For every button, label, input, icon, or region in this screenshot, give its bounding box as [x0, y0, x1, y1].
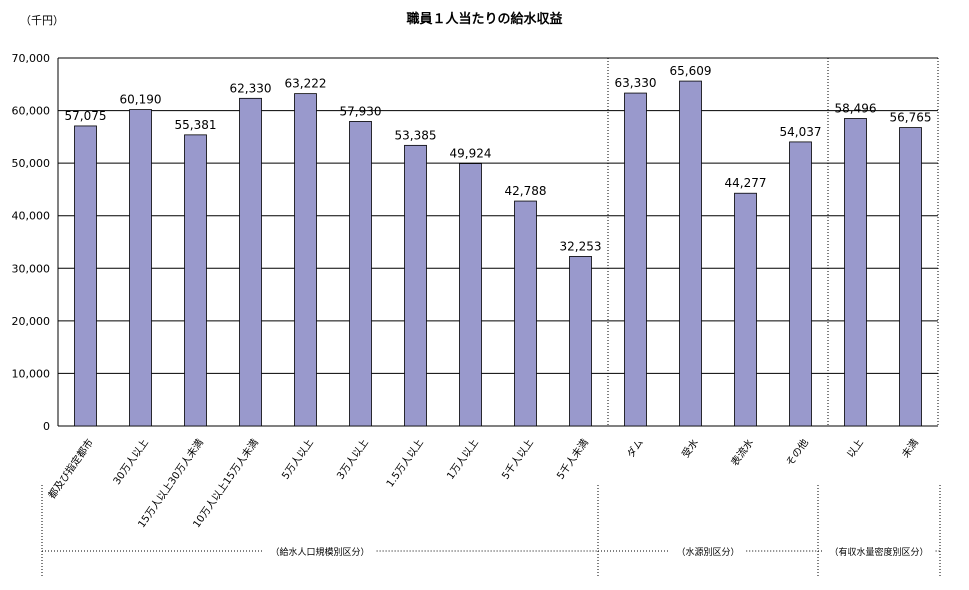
y-axis-unit-label: （千円）	[20, 14, 64, 27]
bar-value-label: 32,253	[560, 239, 602, 253]
x-tick-label: 5万人以上	[280, 437, 316, 482]
y-tick-label: 30,000	[12, 262, 51, 275]
bar-value-label: 57,930	[340, 104, 382, 118]
bar	[349, 121, 372, 427]
bar	[569, 256, 592, 427]
bar	[239, 97, 262, 427]
bar	[679, 80, 702, 427]
group-label: （水源別区分）	[676, 546, 739, 558]
x-tick-label: 15万人以上30万人未満	[136, 437, 206, 530]
bar	[129, 109, 152, 427]
x-tick-label: ダム	[624, 436, 646, 460]
x-tick-label: その他	[783, 436, 811, 468]
y-tick-label: 60,000	[12, 105, 51, 118]
bar	[294, 93, 317, 427]
x-tick-label: 5千人以上	[500, 437, 536, 482]
bar-value-label: 63,222	[285, 77, 327, 91]
y-tick-label: 0	[43, 420, 50, 433]
bar-value-label: 57,075	[65, 109, 107, 123]
bar-value-label: 62,330	[230, 81, 272, 95]
bar	[184, 134, 207, 427]
bar	[459, 163, 482, 427]
y-tick-label: 10,000	[12, 367, 51, 380]
bar	[624, 92, 647, 427]
x-tick-label: 1万人以上	[445, 437, 481, 482]
y-tick-label: 20,000	[12, 315, 51, 328]
x-tick-label: 30万人以上	[111, 437, 151, 487]
x-tick-label: 以上	[845, 437, 866, 460]
y-tick-label: 70,000	[12, 52, 51, 65]
bar-value-label: 58,496	[835, 101, 877, 115]
x-tick-label: 1.5万人以上	[384, 437, 426, 490]
bar	[74, 125, 97, 427]
x-tick-label: 受水	[680, 437, 701, 460]
bar	[514, 200, 537, 427]
bar-value-label: 60,190	[120, 93, 162, 107]
x-tick-label: 5千人未満	[555, 437, 591, 482]
bar-value-label: 49,924	[450, 147, 492, 161]
bar-value-label: 54,037	[780, 125, 822, 139]
x-tick-label: 10万人以上15万人未満	[191, 437, 261, 530]
x-tick-label: 未満	[900, 437, 921, 460]
x-tick-label: 3万人以上	[335, 437, 371, 482]
bar-value-label: 65,609	[670, 64, 712, 78]
bar	[404, 144, 427, 427]
bar-value-label: 56,765	[890, 111, 932, 125]
y-tick-label: 50,000	[12, 157, 51, 170]
bar-value-label: 53,385	[395, 128, 437, 142]
bar-value-label: 42,788	[505, 184, 547, 198]
bar-value-label: 63,330	[615, 76, 657, 90]
bar-value-label: 44,277	[725, 176, 767, 190]
chart-title: 職員１人当たりの給水収益	[406, 12, 563, 27]
x-tick-label: 都及び指定都市	[45, 436, 96, 501]
x-tick-label: 表流水	[728, 436, 756, 468]
bar	[734, 192, 757, 427]
y-tick-label: 40,000	[12, 210, 51, 223]
bar	[789, 141, 812, 427]
bar	[844, 118, 867, 427]
bar-value-label: 55,381	[175, 118, 217, 132]
bar	[899, 127, 922, 427]
group-label: （給水人口規模別区分）	[270, 546, 369, 558]
group-label: （有収水量密度別区分）	[829, 546, 928, 558]
